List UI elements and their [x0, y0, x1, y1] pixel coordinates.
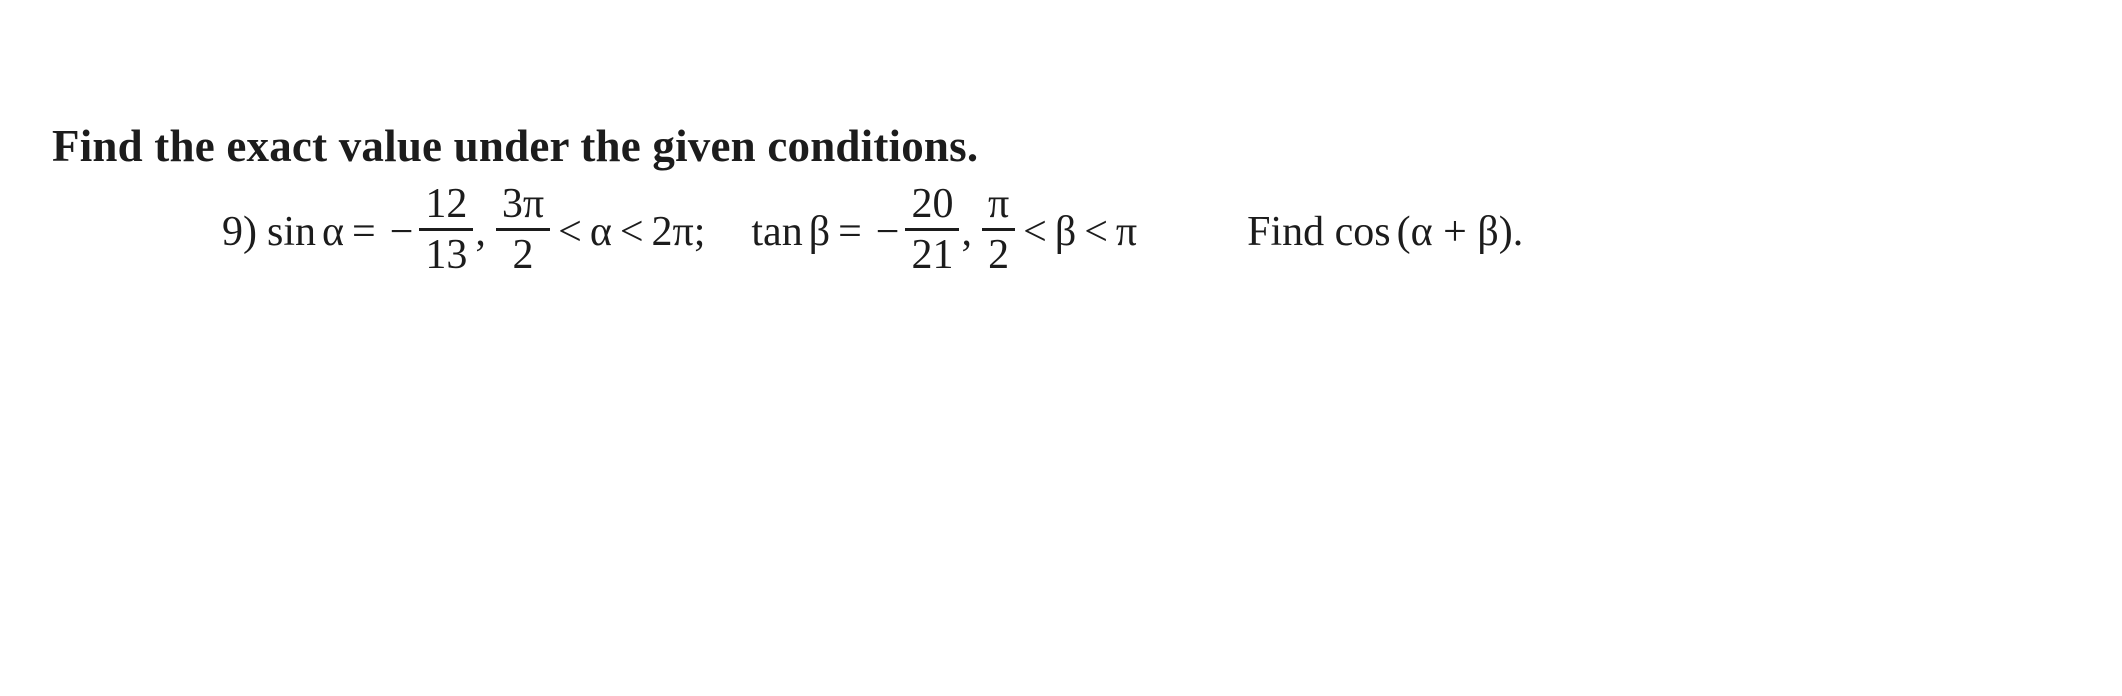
equals-sign: = [830, 211, 870, 253]
fraction-pi-over-2: π 2 [982, 182, 1015, 277]
fraction-numerator: π [982, 182, 1015, 231]
fraction-12-over-13: 12 13 [419, 182, 473, 277]
beta-symbol: β [809, 211, 830, 253]
tan-label: tan [751, 211, 802, 253]
less-than: < [550, 211, 590, 253]
fraction-denominator: 13 [419, 231, 473, 277]
sin-label: sin [267, 211, 316, 253]
beta-symbol: β [1055, 211, 1076, 253]
task-expression: (α + β). [1397, 211, 1524, 253]
negative-sign: − [870, 211, 906, 253]
fraction-denominator: 2 [507, 231, 540, 277]
less-than: < [612, 211, 652, 253]
equals-sign: = [344, 211, 384, 253]
fraction-numerator: 12 [419, 182, 473, 231]
fraction-3pi-over-2: 3π 2 [496, 182, 550, 277]
fraction-denominator: 21 [905, 231, 959, 277]
alpha-symbol: α [322, 211, 344, 253]
section-heading: Find the exact value under the given con… [52, 120, 2070, 172]
fraction-denominator: 2 [982, 231, 1015, 277]
alpha-symbol: α [590, 211, 612, 253]
pi-symbol: π [1116, 211, 1137, 253]
comma: , [473, 211, 496, 253]
fraction-numerator: 3π [496, 182, 550, 231]
less-than: < [1076, 211, 1116, 253]
comma: , [959, 211, 982, 253]
problem-number: 9) [222, 211, 257, 253]
fraction-20-over-21: 20 21 [905, 182, 959, 277]
fraction-numerator: 20 [905, 182, 959, 231]
page: Find the exact value under the given con… [0, 0, 2122, 279]
problem-9: 9) sin α = − 12 13 , 3π 2 < α < 2π; tan … [52, 184, 2070, 279]
less-than: < [1015, 211, 1055, 253]
task-prefix: Find cos [1247, 211, 1391, 253]
two-pi: 2π; [652, 211, 706, 253]
negative-sign: − [384, 211, 420, 253]
